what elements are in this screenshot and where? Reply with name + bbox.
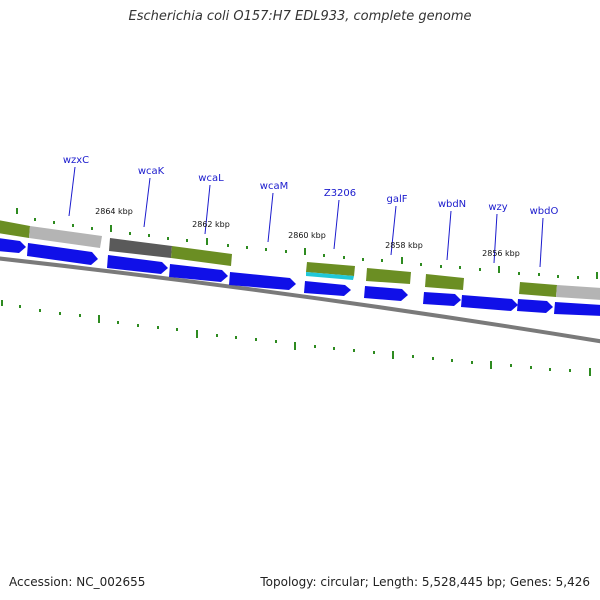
feature-block [29, 226, 102, 248]
kbp-label-2856: 2856 kbp [482, 249, 520, 258]
gene-label-galF[interactable]: galF [386, 194, 407, 205]
feature-block [366, 268, 411, 284]
genome-backbone [0, 256, 600, 344]
feature-block [556, 285, 600, 300]
feature-block [425, 274, 464, 290]
cds-arrow [461, 295, 518, 311]
cds-track [0, 238, 600, 316]
gene-labels: wzxC wcaK wcaL wcaM Z3206 galF wbdN wzy … [63, 155, 559, 217]
feature-block [306, 272, 354, 280]
gene-label-Z3206[interactable]: Z3206 [324, 188, 356, 199]
leader-line [539, 217, 544, 268]
cds-arrow [554, 302, 600, 316]
gene-label-wzxC[interactable]: wzxC [63, 155, 89, 166]
cds-arrow [304, 281, 351, 296]
gene-label-wcaK[interactable]: wcaK [138, 166, 165, 177]
leader-line [333, 199, 340, 250]
cds-arrow [27, 243, 98, 265]
feature-block [519, 282, 557, 297]
feature-track-upper [0, 220, 600, 300]
gene-label-wcaM[interactable]: wcaM [260, 181, 288, 192]
genome-summary-label: Topology: circular; Length: 5,528,445 bp… [260, 575, 590, 589]
kbp-label-2858: 2858 kbp [385, 241, 423, 250]
kbp-labels: 2864 kbp 2862 kbp 2860 kbp 2858 kbp 2856… [95, 207, 520, 258]
kbp-label-2864: 2864 kbp [95, 207, 133, 216]
tick-marks-lower [1, 300, 591, 376]
gene-leader-lines [68, 166, 544, 268]
leader-line [446, 210, 452, 261]
cds-arrow [517, 299, 553, 313]
cds-arrow [107, 255, 168, 274]
accession-label: Accession: NC_002655 [9, 575, 146, 589]
gene-label-wbdO[interactable]: wbdO [530, 206, 559, 217]
feature-block [109, 238, 172, 258]
cds-arrow [364, 286, 408, 301]
tick-marks-upper [16, 208, 598, 279]
gene-label-wzy[interactable]: wzy [488, 202, 507, 213]
leader-line [68, 166, 76, 217]
cds-arrow [0, 238, 26, 253]
leader-line [143, 177, 151, 228]
leader-line [204, 184, 211, 235]
gene-label-wcaL[interactable]: wcaL [198, 173, 224, 184]
leader-line [493, 213, 498, 264]
map-title: Escherichia coli O157:H7 EDL933, complet… [128, 9, 472, 24]
feature-block [306, 262, 355, 276]
cds-arrow [169, 264, 228, 282]
leader-line [267, 192, 274, 243]
gene-label-wbdN[interactable]: wbdN [438, 199, 466, 210]
kbp-label-2862: 2862 kbp [192, 220, 230, 229]
leader-line [390, 205, 397, 256]
feature-block [0, 220, 30, 238]
cds-arrow [229, 272, 296, 290]
kbp-label-2860: 2860 kbp [288, 231, 326, 240]
cds-arrow [423, 292, 461, 306]
feature-block [171, 246, 232, 266]
